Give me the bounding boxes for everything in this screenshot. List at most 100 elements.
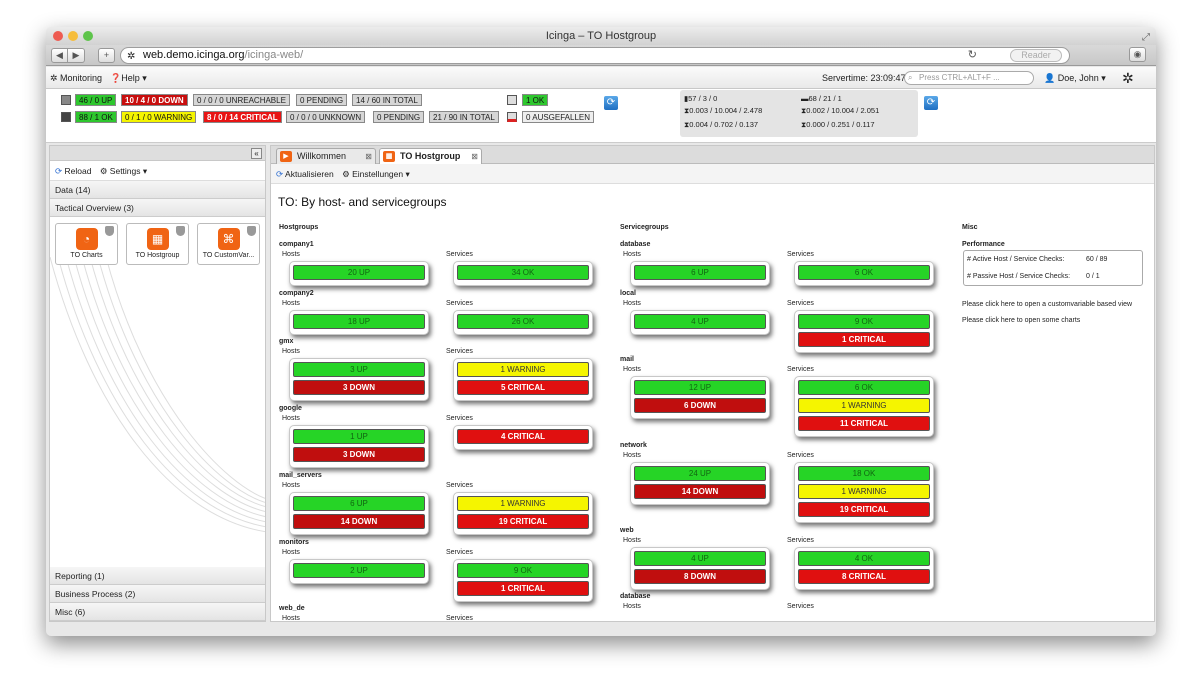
user-menu[interactable]: 👤 Doe, John ▾ (1044, 73, 1106, 83)
services-status-card[interactable]: 26 OK (453, 310, 593, 335)
sidebar-item-tactical[interactable]: Tactical Overview (3) (50, 199, 265, 217)
search-input[interactable]: ⌕ Press CTRL+ALT+F ... (904, 71, 1034, 85)
hosts-status-card[interactable]: 6 UP 14 DOWN (289, 492, 429, 535)
status-bar[interactable]: 3 UP (293, 362, 425, 377)
status-bar[interactable]: 3 DOWN (293, 447, 425, 462)
service-warning-badge[interactable]: 0 / 1 / 0 WARNING (121, 111, 197, 123)
status-bar[interactable]: 24 UP (634, 466, 766, 481)
host-up-badge[interactable]: 46 / 0 UP (75, 94, 117, 106)
back-button[interactable]: ◀ (51, 48, 68, 63)
downloads-button[interactable]: ◉ (1129, 47, 1146, 62)
status-bar[interactable]: 20 UP (293, 265, 425, 280)
hosts-status-card[interactable]: 4 UP 8 DOWN (630, 547, 770, 590)
status-bar[interactable]: 11 CRITICAL (798, 416, 930, 431)
einstellungen-button[interactable]: ⚙ Einstellungen ▾ (342, 169, 410, 179)
status-bar[interactable]: 19 CRITICAL (798, 502, 930, 517)
tile-to-customvar[interactable]: ⌘ TO CustomVar... (197, 223, 260, 265)
status-bar[interactable]: 9 OK (457, 563, 589, 578)
service-ok-badge[interactable]: 88 / 1 OK (75, 111, 117, 123)
hosts-status-card[interactable]: 1 UP 3 DOWN (289, 425, 429, 468)
status-bar[interactable]: 34 OK (457, 265, 589, 280)
services-status-card[interactable]: 1 WARNING 5 CRITICAL (453, 358, 593, 401)
sidebar-item-data[interactable]: Data (14) (50, 181, 265, 199)
status-bar[interactable]: 6 UP (293, 496, 425, 511)
minimize-window-button[interactable] (68, 31, 78, 41)
status-bar[interactable]: 1 WARNING (798, 484, 930, 499)
service-critical-badge[interactable]: 8 / 0 / 14 CRITICAL (203, 111, 282, 123)
address-field[interactable]: ✲ web.demo.icinga.org/icinga-web/ ↻ Read… (120, 47, 1070, 64)
status-bar[interactable]: 5 CRITICAL (457, 380, 589, 395)
service-pending-badge[interactable]: 0 PENDING (373, 111, 425, 123)
status-bar[interactable]: 18 OK (798, 466, 930, 481)
collapse-sidebar-button[interactable]: « (251, 148, 262, 159)
status-bar[interactable]: 1 UP (293, 429, 425, 444)
sidebar-item-business[interactable]: Business Process (2) (50, 585, 265, 603)
status-bar[interactable]: 18 UP (293, 314, 425, 329)
forward-button[interactable]: ▶ (68, 48, 85, 63)
tab-to-hostgroup[interactable]: ▦ TO Hostgroup ⊠ (379, 148, 482, 164)
host-down-badge[interactable]: 10 / 4 / 0 DOWN (121, 94, 188, 106)
status-bar[interactable]: 6 UP (634, 265, 766, 280)
services-status-card[interactable]: 4 OK 8 CRITICAL (794, 547, 934, 590)
ok-badge[interactable]: 1 OK (522, 94, 549, 106)
status-bar[interactable]: 1 CRITICAL (457, 581, 589, 596)
host-pending-badge[interactable]: 0 PENDING (296, 94, 348, 106)
service-unknown-badge[interactable]: 0 / 0 / 0 UNKNOWN (286, 111, 366, 123)
sidebar-item-reporting[interactable]: Reporting (1) (50, 567, 265, 585)
services-status-card[interactable]: 6 OK (794, 261, 934, 286)
refresh-status-icon[interactable]: ⟳ (604, 96, 618, 110)
status-bar[interactable]: 9 OK (798, 314, 930, 329)
tile-to-charts[interactable]: ◔ TO Charts (55, 223, 118, 265)
sidebar-item-misc[interactable]: Misc (6) (50, 603, 265, 621)
settings-button[interactable]: ⚙ Settings ▾ (99, 166, 148, 176)
hosts-status-card[interactable]: 2 UP (289, 559, 429, 584)
status-bar[interactable]: 8 CRITICAL (798, 569, 930, 584)
tab-willkommen[interactable]: ▶ Willkommen ⊠ (276, 148, 376, 164)
host-unreachable-badge[interactable]: 0 / 0 / 0 UNREACHABLE (193, 94, 290, 106)
status-bar[interactable]: 6 OK (798, 380, 930, 395)
new-tab-button[interactable]: + (98, 48, 115, 63)
status-bar[interactable]: 3 DOWN (293, 380, 425, 395)
services-status-card[interactable]: 4 CRITICAL (453, 425, 593, 450)
reader-button[interactable]: Reader (1010, 49, 1062, 62)
reload-button[interactable]: ⟳ Reload (55, 166, 92, 176)
status-bar[interactable]: 4 OK (798, 551, 930, 566)
hosts-status-card[interactable]: 20 UP (289, 261, 429, 286)
status-bar[interactable]: 1 CRITICAL (798, 332, 930, 347)
status-bar[interactable]: 4 CRITICAL (457, 429, 589, 444)
ausgefallen-badge[interactable]: 0 AUSGEFALLEN (522, 111, 595, 123)
monitoring-menu[interactable]: ✲ Monitoring (50, 73, 103, 83)
status-bar[interactable]: 1 WARNING (457, 362, 589, 377)
status-bar[interactable]: 6 OK (798, 265, 930, 280)
tile-to-hostgroup[interactable]: ▦ TO Hostgroup (126, 223, 189, 265)
status-bar[interactable]: 19 CRITICAL (457, 514, 589, 529)
status-bar[interactable]: 8 DOWN (634, 569, 766, 584)
hosts-status-card[interactable]: 4 UP (630, 310, 770, 335)
services-status-card[interactable]: 18 OK 1 WARNING 19 CRITICAL (794, 462, 934, 523)
customvariable-link[interactable]: Please click here to open a customvariab… (962, 301, 1133, 308)
hosts-status-card[interactable]: 6 UP (630, 261, 770, 286)
aktualisieren-button[interactable]: ⟳ Aktualisieren (276, 169, 334, 179)
services-status-card[interactable]: 9 OK 1 CRITICAL (794, 310, 934, 353)
status-bar[interactable]: 2 UP (293, 563, 425, 578)
maximize-window-button[interactable] (83, 31, 93, 41)
services-status-card[interactable]: 9 OK 1 CRITICAL (453, 559, 593, 602)
reload-page-icon[interactable]: ↻ (967, 49, 977, 61)
status-bar[interactable]: 1 WARNING (798, 398, 930, 413)
status-bar[interactable]: 14 DOWN (634, 484, 766, 499)
help-menu[interactable]: ❓Help ▾ (110, 73, 147, 83)
status-bar[interactable]: 1 WARNING (457, 496, 589, 511)
status-bar[interactable]: 4 UP (634, 314, 766, 329)
close-window-button[interactable] (53, 31, 63, 41)
hosts-status-card[interactable]: 12 UP 6 DOWN (630, 376, 770, 419)
hosts-status-card[interactable]: 24 UP 14 DOWN (630, 462, 770, 505)
fullscreen-icon[interactable]: ⤢ (1142, 32, 1150, 43)
services-status-card[interactable]: 34 OK (453, 261, 593, 286)
status-bar[interactable]: 4 UP (634, 551, 766, 566)
status-bar[interactable]: 6 DOWN (634, 398, 766, 413)
host-total-badge[interactable]: 14 / 60 IN TOTAL (352, 94, 422, 106)
hosts-status-card[interactable]: 3 UP 3 DOWN (289, 358, 429, 401)
service-total-badge[interactable]: 21 / 90 IN TOTAL (429, 111, 499, 123)
hosts-status-card[interactable]: 18 UP (289, 310, 429, 335)
services-status-card[interactable]: 6 OK 1 WARNING 11 CRITICAL (794, 376, 934, 437)
